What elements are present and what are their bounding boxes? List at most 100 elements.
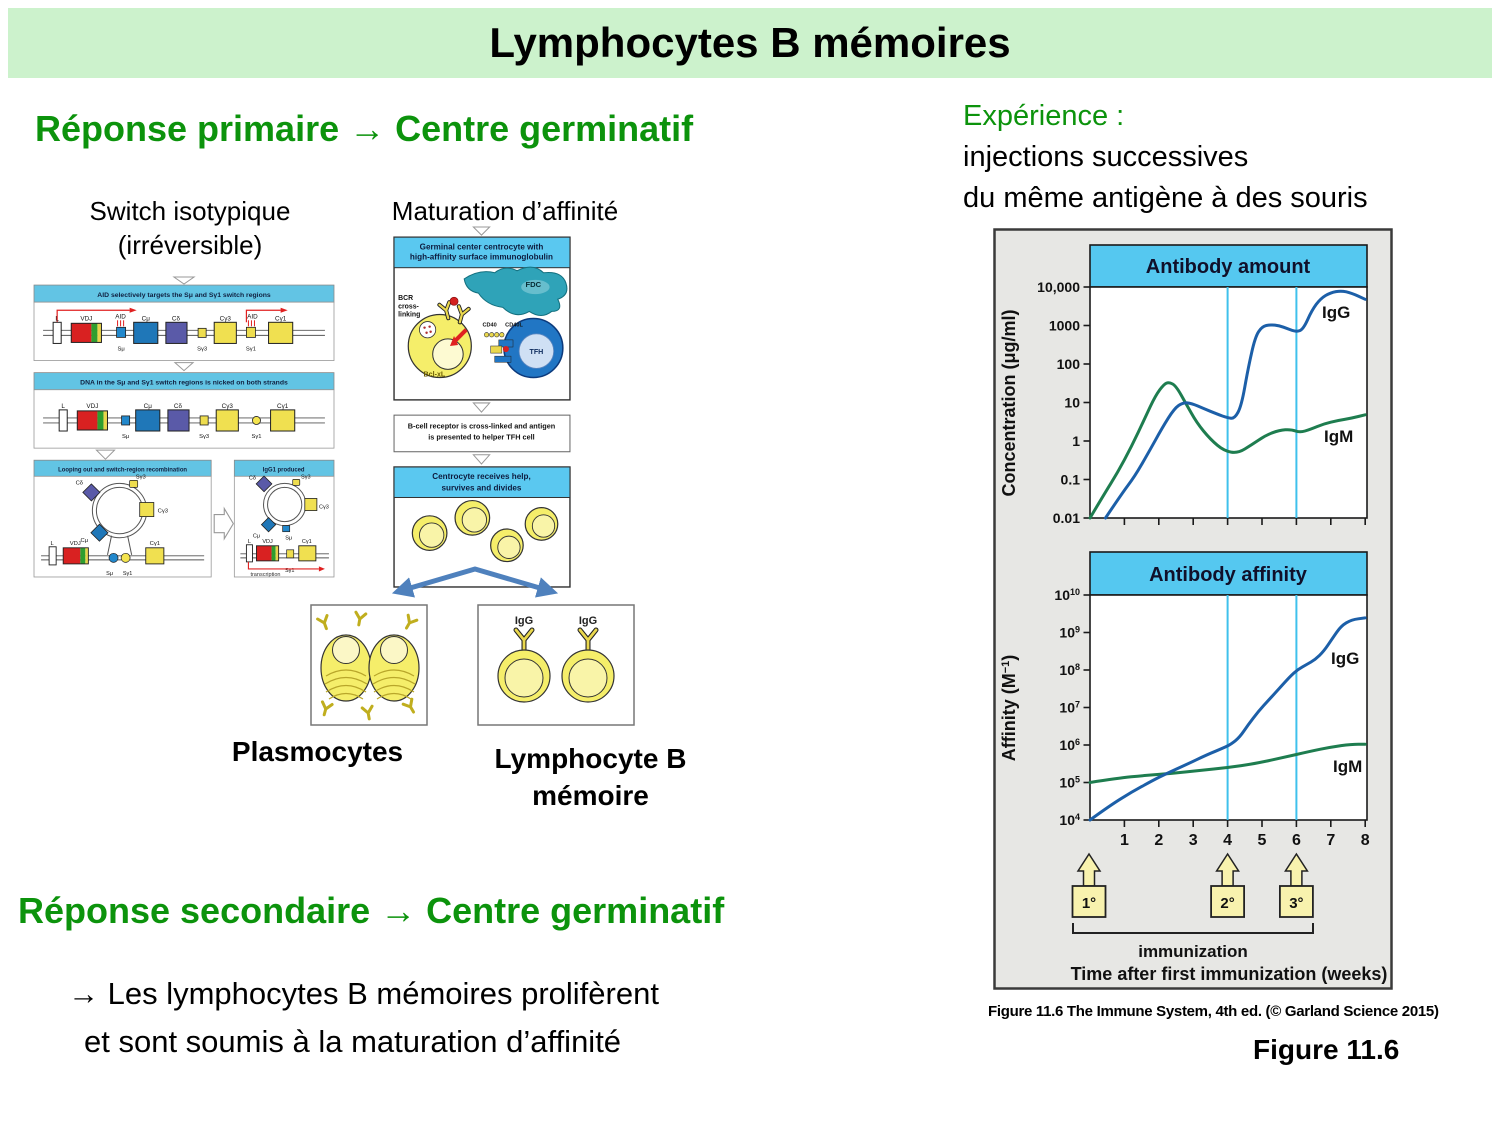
svg-text:L: L (248, 539, 251, 545)
figure-number-label: Figure 11.6 (1253, 1034, 1400, 1065)
bcr-antibody-icon (437, 300, 452, 321)
conclusion-text: → Les lymphocytes B mémoires prolifèrent… (68, 976, 659, 1059)
figure-caption: Figure 11.6 The Immune System, 4th ed. (… (988, 1003, 1439, 1020)
svg-text:Sμ: Sμ (117, 346, 124, 352)
svg-text:Cδ: Cδ (76, 480, 83, 486)
memory-b-box: IgG IgG (477, 604, 635, 726)
aid-label: AID (115, 313, 126, 320)
xaxis-title: Time after first immunization (weeks) (1071, 964, 1388, 984)
svg-text:Sγ3: Sγ3 (197, 346, 207, 352)
svg-text:Cδ: Cδ (172, 315, 181, 322)
igg1-header: IgG1 produced (263, 467, 305, 473)
segment-Cg1 (268, 321, 294, 344)
segment-Sg3 (197, 327, 207, 338)
svg-text:VDJ: VDJ (80, 315, 92, 322)
igm-affinity-curve (1088, 742, 1367, 784)
svg-text:Sγ1: Sγ1 (246, 346, 256, 352)
svg-text:Cγ3: Cγ3 (158, 509, 168, 515)
maturation-affinite-label: Maturation d’affinité (391, 196, 619, 226)
svg-text:Sμ: Sμ (285, 536, 292, 542)
experiment-text: Expérience : injections successives du m… (963, 96, 1368, 219)
chart2-ylabel: Affinity (M−1) (999, 655, 1019, 762)
svg-text:cross-: cross- (398, 303, 419, 310)
svg-text:Sγ3: Sγ3 (136, 474, 146, 480)
chart1-igg-label: IgG (1322, 303, 1350, 322)
svg-text:1°: 1° (1082, 895, 1096, 912)
memory-b-cell: IgG (497, 615, 551, 703)
svg-text:BCR: BCR (398, 295, 413, 302)
svg-text:Sγ1: Sγ1 (285, 568, 295, 574)
switch-step2: DNA in the Sμ and Sγ1 switch regions is … (33, 372, 335, 449)
svg-text:Cμ: Cμ (81, 538, 89, 544)
svg-text:L: L (61, 403, 65, 410)
chevron-down-icon (95, 449, 116, 460)
segment-Cg3 (213, 321, 237, 344)
chart1-igm-label: IgM (1324, 427, 1353, 446)
antibody-amount-chart: Antibody amount 10,000 1000 100 10 1 0.1… (999, 244, 1368, 526)
chart2-igm-label: IgM (1333, 757, 1362, 776)
svg-text:L: L (55, 315, 59, 322)
centrocyte-panel: Germinal center centrocyte with high-aff… (393, 236, 571, 401)
plasmocytes-box (310, 604, 428, 726)
svg-text:107: 107 (1059, 700, 1080, 716)
chart2-yticks: 1010 109 108 107 106 105 104 (1054, 587, 1090, 828)
fdc-cell (463, 266, 568, 316)
svg-text:Cμ: Cμ (253, 534, 260, 540)
segment-Sg1 (246, 326, 256, 338)
plasma-cell (320, 634, 372, 702)
svg-text:Cγ1: Cγ1 (277, 403, 289, 410)
injection-arrow-3: 3° (1278, 852, 1314, 918)
svg-text:1000: 1000 (1049, 318, 1080, 334)
svg-text:109: 109 (1059, 625, 1080, 641)
chart2-igg-label: IgG (1331, 649, 1359, 668)
looping-header: Looping out and switch-region recombinat… (58, 467, 187, 473)
antibody-affinity-chart: Antibody affinity 1010 109 108 107 106 1… (999, 551, 1370, 849)
red-arrow-icon (449, 335, 459, 346)
svg-text:Cγ3: Cγ3 (222, 403, 234, 410)
switch-step1: AID selectively targets the Sμ and Sγ1 s… (33, 284, 335, 361)
fdc-label: FDC (526, 280, 542, 289)
svg-text:6: 6 (1292, 832, 1301, 849)
svg-text:Cγ1: Cγ1 (150, 541, 160, 547)
svg-text:1010: 1010 (1054, 587, 1080, 603)
chart2-injection-lines (1226, 595, 1298, 820)
transcription-label: transcription (250, 572, 280, 578)
svg-text:104: 104 (1059, 812, 1080, 828)
chevron-down-icon (472, 402, 491, 413)
svg-text:3°: 3° (1289, 895, 1303, 912)
svg-text:2°: 2° (1220, 895, 1234, 912)
svg-text:2: 2 (1154, 832, 1163, 849)
svg-text:1: 1 (1072, 433, 1080, 449)
split-arrow (391, 566, 559, 598)
heading-primary-response: Réponse primaire → Centre germinatif (35, 108, 694, 149)
svg-text:10: 10 (1064, 395, 1080, 411)
figure-11-6: Antibody amount 10,000 1000 100 10 1 0.1… (993, 228, 1393, 990)
antigen-icon (449, 296, 459, 306)
svg-text:0.1: 0.1 (1061, 472, 1081, 488)
experiment-intro: Expérience : (963, 100, 1125, 132)
svg-text:Sγ3: Sγ3 (199, 434, 209, 440)
svg-text:Cγ1: Cγ1 (275, 315, 287, 322)
chart2-xtick-marks (1123, 820, 1367, 827)
x-axis-labels: 1 2 3 4 5 6 7 8 (1120, 832, 1370, 849)
segment-Cdelta (165, 321, 188, 344)
plasma-cell (368, 634, 420, 702)
svg-text:Cμ: Cμ (142, 315, 151, 322)
aid-label: AID (247, 313, 258, 320)
svg-text:VDJ: VDJ (262, 539, 273, 545)
svg-text:1: 1 (1120, 832, 1129, 849)
crosslink-text-box: B-cell receptor is cross-linked and anti… (393, 414, 571, 453)
switch-isotypique-figure: AID selectively targets the Sμ and Sγ1 s… (33, 276, 335, 578)
svg-text:Germinal center centrocyte wit: Germinal center centrocyte with (420, 242, 544, 251)
chart1-injection-lines (1226, 287, 1298, 518)
svg-text:Centrocyte receives help,: Centrocyte receives help, (432, 472, 530, 481)
chevron-down-icon (472, 226, 491, 236)
title-banner: Lymphocytes B mémoires (8, 8, 1492, 78)
svg-text:Sγ1: Sγ1 (123, 571, 133, 577)
chart1-xtick-marks (1123, 518, 1367, 525)
chart1-yticks: 10,000 1000 100 10 1 0.1 0.01 (1037, 279, 1090, 526)
svg-text:Sμ: Sμ (106, 571, 113, 577)
svg-text:high-affinity surface immunogl: high-affinity surface immunoglobulin (410, 253, 553, 262)
svg-text:Cμ: Cμ (144, 403, 153, 410)
svg-text:Cγ3: Cγ3 (319, 505, 329, 511)
